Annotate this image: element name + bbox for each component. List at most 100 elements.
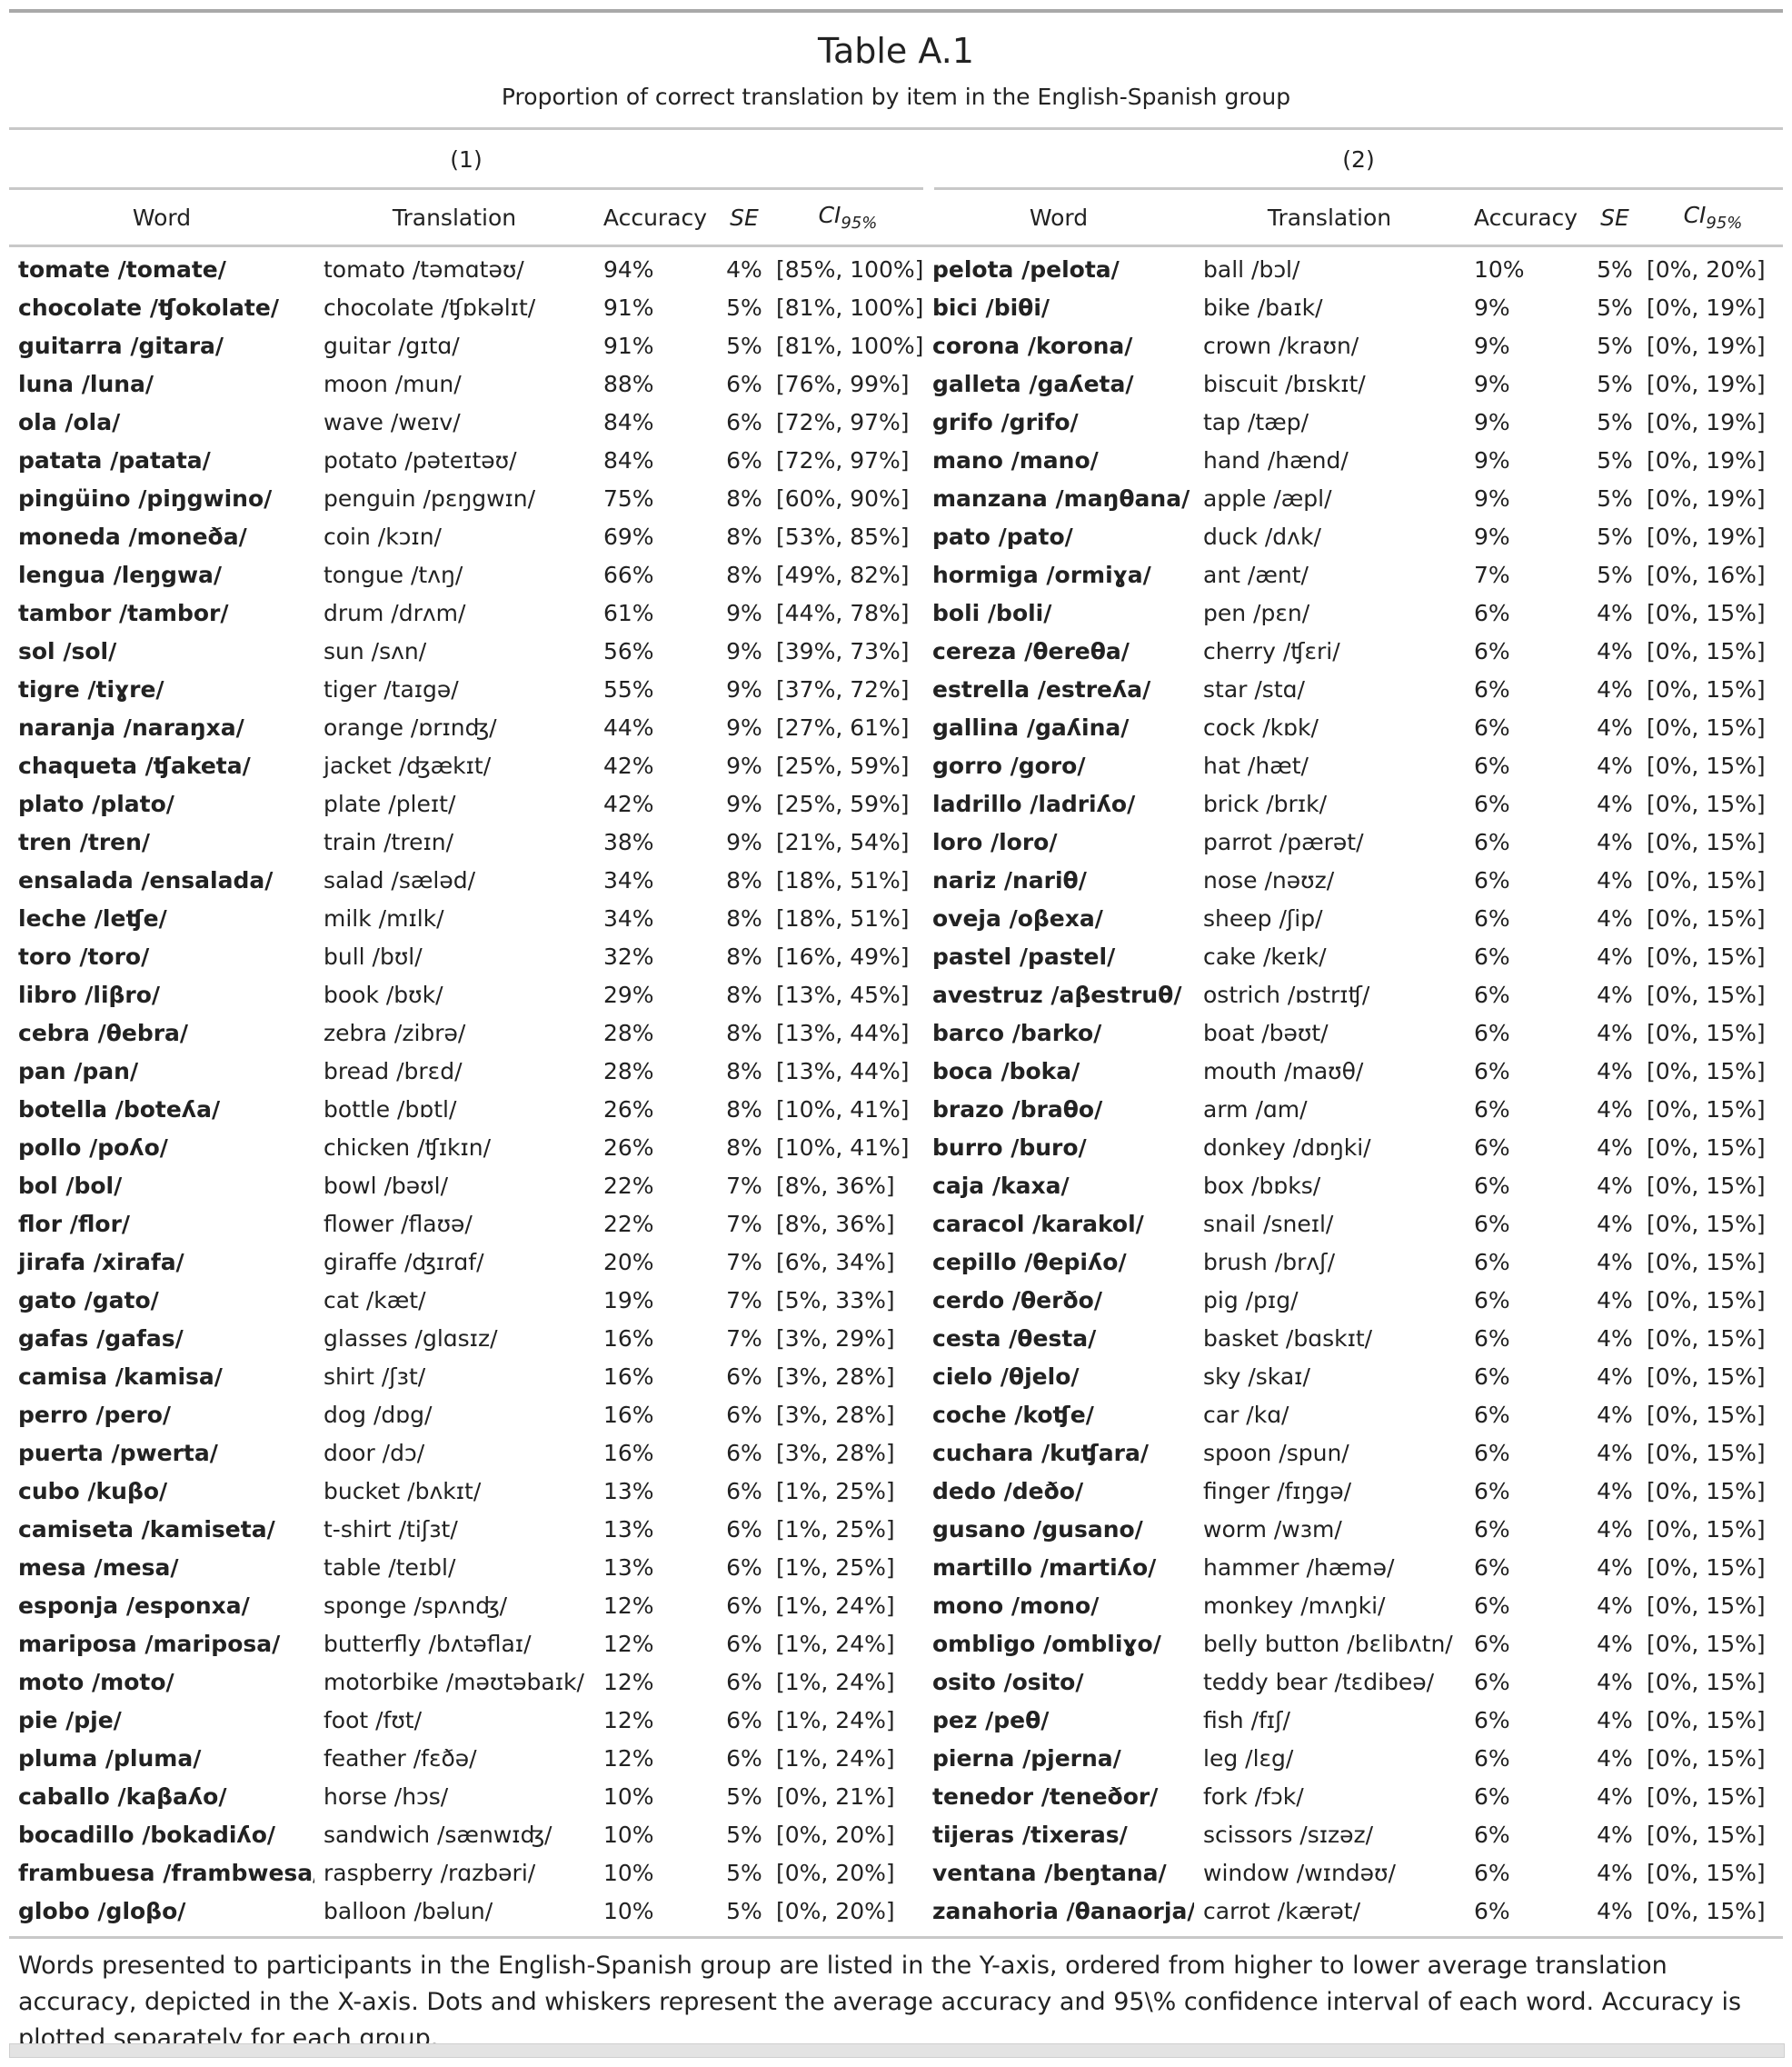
table-row: tomate /tomate/tomato /təmɑtəʊ/94% 4% [85%… [9,246,1783,290]
right-word-cell: cuchara /kuʧara/ [932,1440,1149,1466]
left-ci-cell: [1%, 24%] [776,1593,895,1619]
col-translation-1: Translation [392,204,517,231]
right-accuracy-cell: 6% [1474,1822,1510,1848]
table-row: moto /moto/motorbike /məʊtəbaɪk/12% 6% [1%… [9,1663,1783,1702]
right-ci-cell: [0%, 15%] [1647,905,1766,932]
left-word-cell: guitarra /gitara/ [18,333,224,359]
left-se-cell: 6% [726,1363,762,1390]
left-translation-cell: dog /dɒg/ [324,1402,433,1428]
right-translation-cell: boat /bəʊt/ [1203,1020,1329,1046]
horizontal-scrollbar[interactable] [9,2043,1785,2058]
left-accuracy-cell: 10% [603,1822,654,1848]
table-row: naranja /naraŋxa/orange /ɒrɪnʤ/44% 9% [27%… [9,709,1783,747]
right-accuracy-cell: 6% [1474,1631,1510,1657]
left-word-cell: leche /leʧe/ [18,905,167,932]
left-accuracy-cell: 19% [603,1287,654,1313]
table-row: patata /patata/potato /pəteɪtəʊ/84% 6% [72… [9,442,1783,480]
left-accuracy-cell: 13% [603,1478,654,1504]
right-accuracy-cell: 6% [1474,1402,1510,1428]
right-se-cell: 4% [1597,1287,1633,1313]
left-se-cell: 6% [726,1669,762,1695]
table-row: luna /luna/moon /mun/88% 6% [76%, 99%] gall… [9,365,1783,404]
right-ci-cell: [0%, 15%] [1647,1898,1766,1924]
left-se-cell: 8% [726,1134,762,1161]
left-translation-cell: tiger /taɪgə/ [324,676,459,703]
left-ci-cell: [1%, 24%] [776,1669,895,1695]
right-ci-cell: [0%, 15%] [1647,1287,1766,1313]
right-ci-cell: [0%, 15%] [1647,982,1766,1008]
left-word-cell: jirafa /xirafa/ [18,1249,184,1275]
left-translation-cell: wave /weɪv/ [324,409,461,435]
right-ci-cell: [0%, 15%] [1647,1478,1766,1504]
left-translation-cell: potato /pəteɪtəʊ/ [324,447,517,474]
right-ci-cell: [0%, 15%] [1647,676,1766,703]
left-ci-cell: [1%, 24%] [776,1631,895,1657]
left-se-cell: 8% [726,562,762,588]
left-accuracy-cell: 12% [603,1631,654,1657]
table-row: cebra /θebra/zebra /zibrə/28% 8% [13%, 44%… [9,1014,1783,1053]
right-ci-cell: [0%, 19%] [1647,409,1766,435]
table-row: frambuesa /frambwesa/raspberry /rɑzbəri/… [9,1854,1783,1892]
accuracy-table: Word Translation Accuracy SE CI95% Word … [9,190,1783,1931]
right-accuracy-cell: 6% [1474,1173,1510,1199]
left-se-cell: 6% [726,447,762,474]
right-se-cell: 4% [1597,867,1633,894]
left-word-cell: pie /pje/ [18,1707,122,1733]
right-word-cell: tijeras /tixeras/ [932,1822,1128,1848]
table-row: esponja /esponxa/sponge /spʌnʤ/12% 6% [1%,… [9,1587,1783,1625]
table-note: Words presented to participants in the E… [18,1952,1742,2052]
right-se-cell: 4% [1597,1363,1633,1390]
right-accuracy-cell: 6% [1474,1707,1510,1733]
right-ci-cell: [0%, 15%] [1647,1783,1766,1810]
left-se-cell: 5% [726,1783,762,1810]
table-row: pluma /pluma/feather /fɛðə/12% 6% [1%, 24%… [9,1740,1783,1778]
right-translation-cell: arm /ɑm/ [1203,1096,1308,1123]
left-accuracy-cell: 38% [603,829,654,855]
right-se-cell: 4% [1597,1898,1633,1924]
table-row: pie /pje/foot /fʊt/12% 6% [1%, 24%] pez /pe… [9,1702,1783,1740]
right-ci-cell: [0%, 15%] [1647,1096,1766,1123]
left-accuracy-cell: 13% [603,1554,654,1581]
left-ci-cell: [13%, 45%] [776,982,910,1008]
left-word-cell: pluma /pluma/ [18,1745,202,1772]
right-translation-cell: basket /bɑskɪt/ [1203,1325,1373,1352]
table-row: caballo /kaβaʎo/horse /hɔs/10% 5% [0%, 21%… [9,1778,1783,1816]
left-translation-cell: orange /ɒrɪnʤ/ [324,714,497,741]
left-translation-cell: motorbike /məʊtəbaɪk/ [324,1669,584,1695]
left-translation-cell: glasses /glɑsɪz/ [324,1325,498,1352]
column-groups: (1) (2) [9,130,1783,190]
right-ci-cell: [0%, 15%] [1647,638,1766,664]
right-se-cell: 5% [1597,485,1633,512]
ci-label-1: CI [818,202,841,228]
left-word-cell: tambor /tambor/ [18,600,229,626]
right-ci-cell: [0%, 15%] [1647,1860,1766,1886]
right-translation-cell: sheep /ʃip/ [1203,905,1323,932]
left-se-cell: 6% [726,1745,762,1772]
left-translation-cell: sponge /spʌnʤ/ [324,1593,508,1619]
left-ci-cell: [1%, 25%] [776,1516,895,1543]
table-subtitle: Proportion of correct translation by ite… [501,84,1291,110]
left-se-cell: 7% [726,1325,762,1352]
right-se-cell: 4% [1597,829,1633,855]
left-word-cell: ensalada /ensalada/ [18,867,274,894]
left-accuracy-cell: 69% [603,524,654,550]
right-ci-cell: [0%, 19%] [1647,524,1766,550]
left-translation-cell: horse /hɔs/ [324,1783,449,1810]
right-se-cell: 4% [1597,1593,1633,1619]
right-translation-cell: carrot /kærət/ [1203,1898,1361,1924]
table-row: lengua /leŋgwa/tongue /tʌŋ/66% 8% [49%, 82… [9,556,1783,594]
right-accuracy-cell: 6% [1474,829,1510,855]
left-word-cell: patata /patata/ [18,447,211,474]
right-ci-cell: [0%, 15%] [1647,867,1766,894]
right-word-cell: osito /osito/ [932,1669,1084,1695]
right-se-cell: 4% [1597,1631,1633,1657]
left-accuracy-cell: 26% [603,1134,654,1161]
right-translation-cell: fork /fɔk/ [1203,1783,1304,1810]
right-accuracy-cell: 9% [1474,333,1510,359]
table-row: gato /gato/cat /kæt/19% 7% [5%, 33%] cerdo … [9,1282,1783,1320]
right-se-cell: 4% [1597,982,1633,1008]
left-ci-cell: [0%, 21%] [776,1783,895,1810]
right-word-cell: barco /barko/ [932,1020,1102,1046]
left-accuracy-cell: 28% [603,1058,654,1084]
right-accuracy-cell: 6% [1474,982,1510,1008]
